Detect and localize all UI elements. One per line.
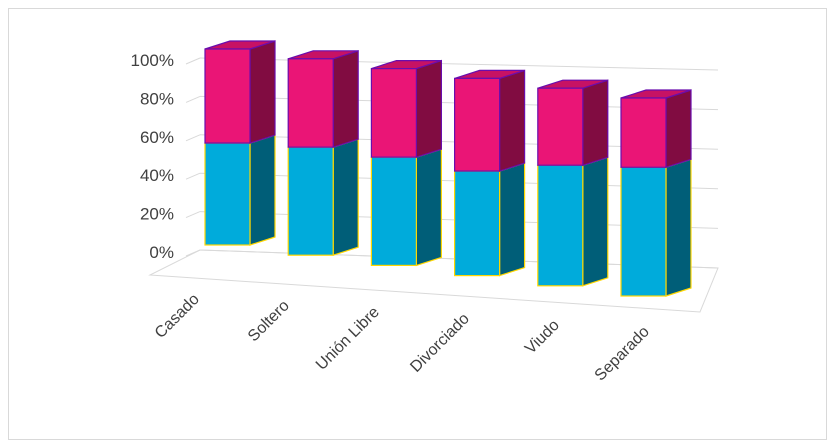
y-tick-label: 60% (140, 128, 174, 147)
bar-segment (370, 59, 442, 159)
bar-side-face (582, 79, 609, 167)
bar-side-face (665, 89, 692, 169)
bar-side-face (249, 134, 276, 246)
bar-side-face (665, 158, 692, 297)
gridline-connector (185, 134, 201, 142)
bar-segment (204, 40, 276, 144)
bar-side-face (582, 156, 609, 287)
bar-side-face (415, 148, 442, 267)
bar-stack (454, 69, 526, 277)
bar-front-face (370, 156, 417, 267)
bar-segment (537, 156, 609, 287)
bar-side-face (499, 162, 526, 277)
bar-front-face (204, 142, 251, 246)
y-tick-label: 0% (149, 243, 174, 262)
bar-side-face (249, 40, 276, 144)
bar-side-face (332, 138, 359, 257)
gridline-connector (185, 57, 201, 65)
bar-stack (204, 40, 276, 246)
bar-front-face (204, 48, 251, 144)
gridline-connector (185, 211, 201, 219)
bar-segment (454, 162, 526, 277)
x-tick-label: Viudo (522, 317, 563, 358)
x-tick-label: Separado (592, 323, 653, 384)
bars (204, 40, 692, 297)
bar-segment (204, 134, 276, 246)
gridline-connector (185, 172, 201, 180)
y-tick-label: 80% (140, 89, 174, 108)
bar-segment (620, 89, 692, 169)
bar-segment (454, 69, 526, 172)
bar-stack (537, 79, 609, 287)
gridline (199, 57, 719, 71)
bar-front-face (370, 67, 417, 158)
bar-stack (287, 49, 359, 257)
x-tick-label: Divorciado (407, 310, 473, 376)
bar-front-face (620, 97, 667, 168)
y-axis-ticks: 0% 20% 40% 60% 80% 100% (131, 51, 174, 262)
y-tick-label: 20% (140, 205, 174, 224)
x-tick-label: Unión Libre (313, 304, 383, 374)
y-tick-label: 40% (140, 166, 174, 185)
bar-front-face (537, 164, 584, 287)
bar-segment (287, 138, 359, 257)
bar-side-face (332, 49, 359, 149)
bar-segment (287, 49, 359, 149)
bar-stack (370, 59, 442, 267)
gridline-connector (185, 249, 201, 257)
bar-front-face (537, 87, 584, 166)
bar-front-face (454, 170, 501, 277)
bar-segment (620, 158, 692, 297)
bar-segment (537, 79, 609, 167)
bar-stack (620, 89, 692, 297)
x-axis-ticks: Casado Soltero Unión Libre Divorciado Viudo S… (152, 291, 653, 385)
bar-side-face (415, 59, 442, 159)
x-tick-label: Casado (152, 291, 203, 342)
bar-front-face (454, 77, 501, 172)
gridline-connector (185, 95, 201, 103)
x-tick-label: Soltero (245, 297, 293, 345)
y-tick-label: 100% (131, 51, 174, 70)
bar-front-face (287, 58, 334, 148)
bar-front-face (620, 166, 667, 297)
bar-segment (370, 148, 442, 267)
bar-front-face (287, 146, 334, 256)
bar-side-face (499, 69, 526, 172)
